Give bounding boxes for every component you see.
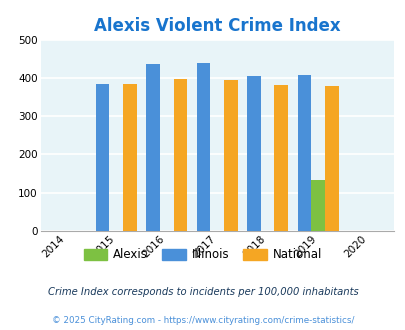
Bar	[173, 79, 187, 231]
Bar	[324, 86, 338, 231]
Bar	[196, 63, 210, 231]
Bar	[123, 84, 136, 231]
Text: Crime Index corresponds to incidents per 100,000 inhabitants: Crime Index corresponds to incidents per…	[47, 287, 358, 297]
Bar	[274, 85, 288, 231]
Bar	[146, 64, 160, 231]
Bar	[247, 76, 260, 231]
Text: © 2025 CityRating.com - https://www.cityrating.com/crime-statistics/: © 2025 CityRating.com - https://www.city…	[51, 315, 354, 325]
Bar	[224, 80, 237, 231]
Title: Alexis Violent Crime Index: Alexis Violent Crime Index	[94, 17, 340, 35]
Legend: Alexis, Illinois, National: Alexis, Illinois, National	[79, 244, 326, 266]
Bar	[311, 180, 324, 231]
Bar	[96, 84, 109, 231]
Bar	[297, 75, 311, 231]
